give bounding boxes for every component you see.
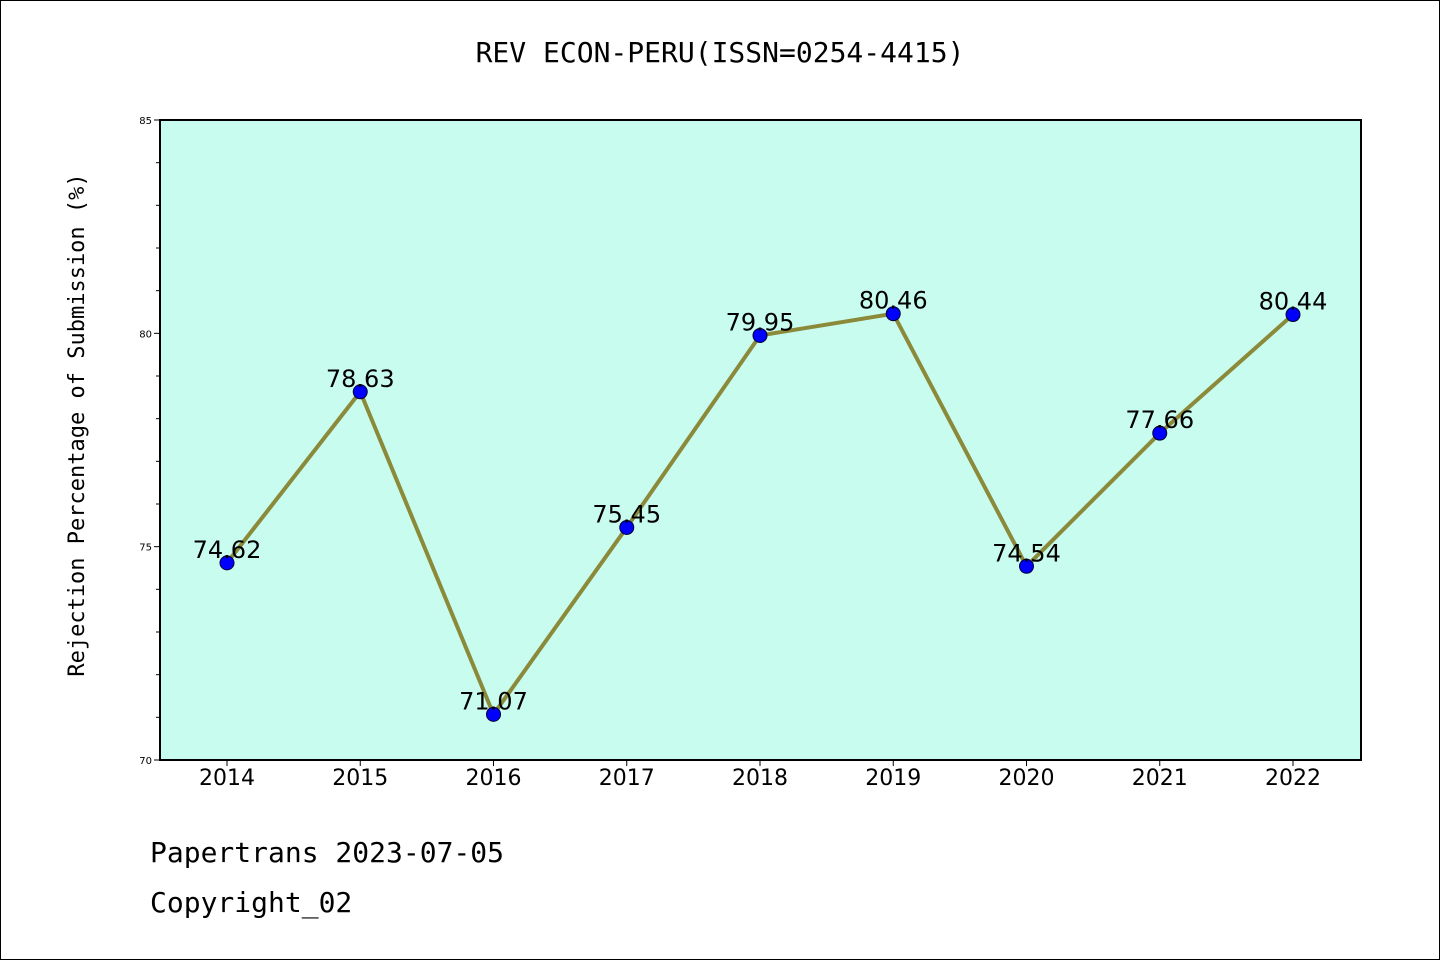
data-point xyxy=(885,306,901,322)
chart-title: REV ECON-PERU(ISSN=0254-4415) xyxy=(475,36,965,69)
footer-date: Papertrans 2023-07-05 xyxy=(150,836,505,869)
data-point xyxy=(619,519,635,535)
y-tick-label: 70 xyxy=(139,756,152,767)
data-point xyxy=(752,327,768,343)
data-point xyxy=(486,706,501,722)
plot-area xyxy=(159,119,1362,761)
x-tick-label: 2022 xyxy=(1265,766,1321,791)
data-labels: 74.62 78.63 71.07 75.45 79.95 80.46 74.54 77.66… xyxy=(193,287,1328,716)
data-label: 79.95 xyxy=(726,308,795,336)
data-points xyxy=(219,306,1301,722)
data-label: 71.07 xyxy=(459,687,528,715)
data-label: 74.54 xyxy=(992,539,1061,567)
x-tick-label: 2014 xyxy=(199,766,255,791)
x-tick-label: 2017 xyxy=(599,766,655,791)
x-tick-label: 2019 xyxy=(865,766,921,791)
data-point xyxy=(1152,425,1168,441)
data-point xyxy=(1285,307,1301,323)
y-tick-label: 85 xyxy=(139,116,152,127)
x-tick-label: 2020 xyxy=(999,766,1055,791)
y-axis: 70 75 80 85 xyxy=(139,116,160,767)
data-point xyxy=(352,384,368,400)
data-label: 74.62 xyxy=(193,536,262,564)
y-tick-label: 75 xyxy=(139,543,152,554)
data-label: 75.45 xyxy=(592,500,661,528)
x-axis: 2014 2015 2016 2017 2018 2019 2020 2021 2022 xyxy=(199,760,1321,791)
x-tick-label: 2021 xyxy=(1132,766,1188,791)
data-label: 78.63 xyxy=(326,365,395,393)
data-point xyxy=(1019,558,1034,574)
data-point xyxy=(219,555,235,571)
data-label: 77.66 xyxy=(1125,406,1194,434)
y-axis-label: Rejection Percentage of Submission (%) xyxy=(65,173,90,676)
x-tick-label: 2016 xyxy=(466,766,522,791)
x-tick-label: 2015 xyxy=(332,766,388,791)
x-tick-label: 2018 xyxy=(732,766,788,791)
data-label: 80.46 xyxy=(859,287,928,315)
data-label: 80.44 xyxy=(1259,288,1328,316)
footer-copyright: Copyright_02 xyxy=(150,886,353,919)
y-tick-label: 80 xyxy=(139,329,152,340)
